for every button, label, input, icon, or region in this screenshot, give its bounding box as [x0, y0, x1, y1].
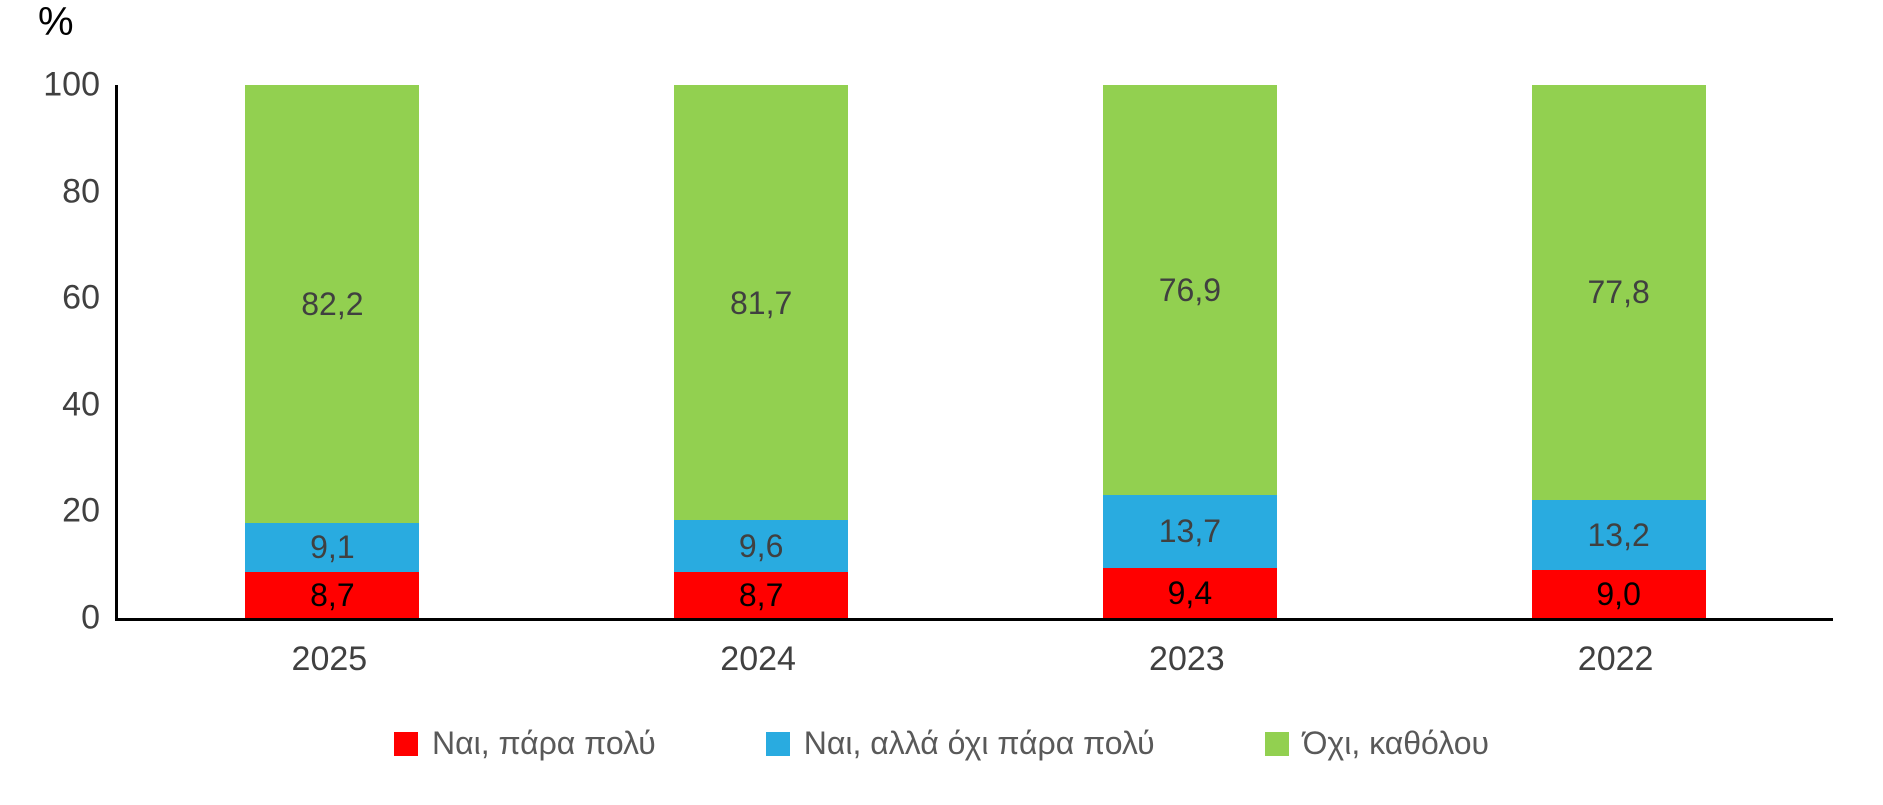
bar-value-label: 82,2	[301, 286, 364, 323]
bar-value-label: 9,4	[1167, 574, 1213, 611]
x-axis-label: 2023	[1149, 640, 1225, 678]
bar-value-label: 8,7	[738, 576, 784, 613]
legend-label: Ναι, πάρα πολύ	[431, 725, 656, 761]
bar-segment: 76,9	[1102, 85, 1277, 495]
y-tick-label: 0	[81, 598, 100, 637]
bar-segment: 9,4	[1102, 567, 1277, 618]
x-axis-label: 2022	[1577, 640, 1654, 678]
y-tick-label: 20	[62, 491, 100, 530]
bar-segment: 81,7	[674, 85, 849, 521]
plot-area: 82,2 9,1 8,7 81,7 9,6 8,7 76,9 13,7 9,4 77,8 13,2 9…	[115, 85, 1833, 621]
y-tick-label: 100	[43, 65, 100, 104]
bar-value-label: 77,8	[1587, 274, 1650, 311]
bar-value-label: 9,0	[1596, 576, 1641, 613]
x-axis-label: 2025	[291, 640, 368, 678]
bar-segment: 13,2	[1531, 499, 1706, 571]
legend-label: Ναι, αλλά όχι πάρα πολύ	[803, 725, 1155, 761]
bar-segment: 9,6	[674, 520, 849, 572]
legend-item: Όχι, καθόλου	[1264, 725, 1490, 762]
legend-swatch-icon	[765, 731, 790, 756]
legend-swatch-icon	[393, 731, 418, 756]
x-axis-label: 2024	[720, 640, 796, 678]
bar-value-label: 8,7	[310, 576, 355, 613]
bar-value-label: 9,1	[310, 529, 355, 566]
bar-segment: 77,8	[1531, 85, 1706, 500]
legend-label: Όχι, καθόλου	[1302, 725, 1490, 761]
bar-2022: 77,8 13,2 9,0	[1531, 85, 1706, 618]
bar-segment: 9,1	[245, 523, 420, 572]
y-tick-label: 60	[62, 278, 100, 317]
bar-value-label: 81,7	[729, 284, 793, 321]
legend-swatch-icon	[1264, 731, 1289, 756]
legend-item: Ναι, αλλά όχι πάρα πολύ	[765, 725, 1155, 762]
bar-2023: 76,9 13,7 9,4	[1102, 85, 1277, 618]
bar-value-label: 13,2	[1587, 516, 1650, 553]
y-tick-label: 80	[62, 172, 100, 211]
bar-value-label: 13,7	[1158, 513, 1222, 550]
bar-segment: 13,7	[1102, 494, 1277, 568]
bar-segment: 8,7	[245, 571, 420, 618]
bar-2024: 81,7 9,6 8,7	[674, 85, 849, 618]
bar-segment: 9,0	[1531, 570, 1706, 618]
bar-segment: 8,7	[674, 571, 849, 618]
bar-2025: 82,2 9,1 8,7	[245, 85, 420, 618]
y-axis-unit-label: %	[38, 0, 74, 44]
bar-segment: 82,2	[245, 85, 420, 524]
bar-value-label: 76,9	[1158, 271, 1222, 308]
y-axis-tick-labels: 0 20 40 60 80 100	[0, 66, 100, 637]
legend: Ναι, πάρα πολύ Ναι, αλλά όχι πάρα πολύ Όχι…	[0, 725, 1883, 762]
x-axis-labels: 2025 2024 2023 2022	[115, 640, 1830, 690]
y-tick-label: 40	[62, 385, 100, 424]
legend-item: Ναι, πάρα πολύ	[393, 725, 656, 762]
bar-value-label: 9,6	[738, 528, 784, 565]
